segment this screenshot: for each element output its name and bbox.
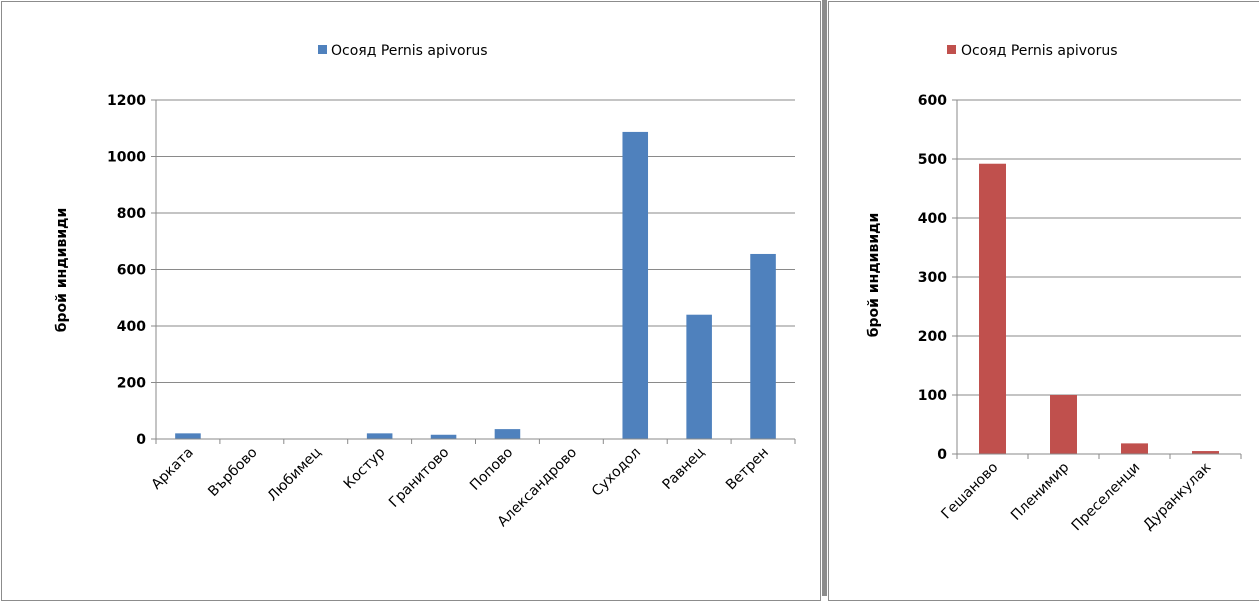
left-bar <box>494 429 521 439</box>
left-x-tick-label: Арката <box>149 445 197 493</box>
right-bar <box>1192 451 1219 454</box>
left-y-tick-label: 400 <box>117 319 146 335</box>
panel-separator <box>822 0 827 596</box>
left-x-tick-label: Гранитово <box>386 445 452 511</box>
right-legend-swatch <box>947 45 956 54</box>
left-bar <box>366 433 393 439</box>
chart-panel-right-frame <box>828 1 1259 601</box>
right-legend: Осояд Pernis apivorus <box>947 43 1118 59</box>
chart-panel-left-frame <box>1 1 821 601</box>
right-y-tick-label: 100 <box>918 388 947 404</box>
left-y-tick-label: 1000 <box>107 150 146 166</box>
left-bar <box>622 131 649 440</box>
left-x-tick-label: Суходол <box>589 445 644 500</box>
left-y-tick-label: 800 <box>117 206 146 222</box>
left-bar <box>430 434 457 439</box>
right-legend-label: Осояд Pernis apivorus <box>961 43 1118 59</box>
right-x-tick-label: Дуранкулак <box>1140 460 1214 534</box>
left-legend-swatch <box>318 45 327 54</box>
right-y-tick-label: 300 <box>918 270 947 286</box>
left-x-tick-label: Костур <box>341 444 389 492</box>
left-y-tick-label: 600 <box>117 263 146 279</box>
left-bar <box>750 253 776 439</box>
left-bar <box>686 314 712 439</box>
right-y-tick-label: 400 <box>918 211 947 227</box>
right-y-tick-label: 0 <box>937 447 947 463</box>
right-x-tick-label: Гешаново <box>938 460 1001 523</box>
right-y-tick-label: 200 <box>918 329 947 345</box>
right-x-tick-label: Пленимир <box>1008 459 1072 523</box>
left-x-tick-label: Върбово <box>205 445 260 500</box>
right-y-axis-label: брой индивиди <box>866 213 882 337</box>
left-x-tick-label: Ветрен <box>723 445 772 494</box>
left-y-axis-label: брой индивиди <box>54 208 70 332</box>
left-y-tick-label: 200 <box>117 376 146 392</box>
left-x-tick-label: Равнец <box>659 445 707 493</box>
left-chart-plot: 0 200 400 600 800 1000 1200 Арката Върбово Любиме… <box>107 93 796 530</box>
left-legend: Осояд Pernis apivorus <box>318 43 488 59</box>
left-y-tick-label: 0 <box>136 432 146 448</box>
left-x-tick-label: Попово <box>467 445 516 494</box>
right-bar <box>979 163 1006 454</box>
left-x-tick-label: Любимец <box>265 445 325 505</box>
left-legend-label: Осояд Pernis apivorus <box>331 43 488 59</box>
right-chart-plot: 0 100 200 300 400 500 600 Гешаново ПленимирПресе… <box>918 93 1242 535</box>
left-bar <box>175 433 201 439</box>
right-bar <box>1121 443 1148 454</box>
right-y-tick-label: 600 <box>918 93 947 109</box>
right-y-tick-label: 500 <box>918 152 947 168</box>
right-bar <box>1050 395 1077 454</box>
left-y-tick-label: 1200 <box>107 93 146 109</box>
right-x-tick-label: Преселенци <box>1069 460 1144 535</box>
